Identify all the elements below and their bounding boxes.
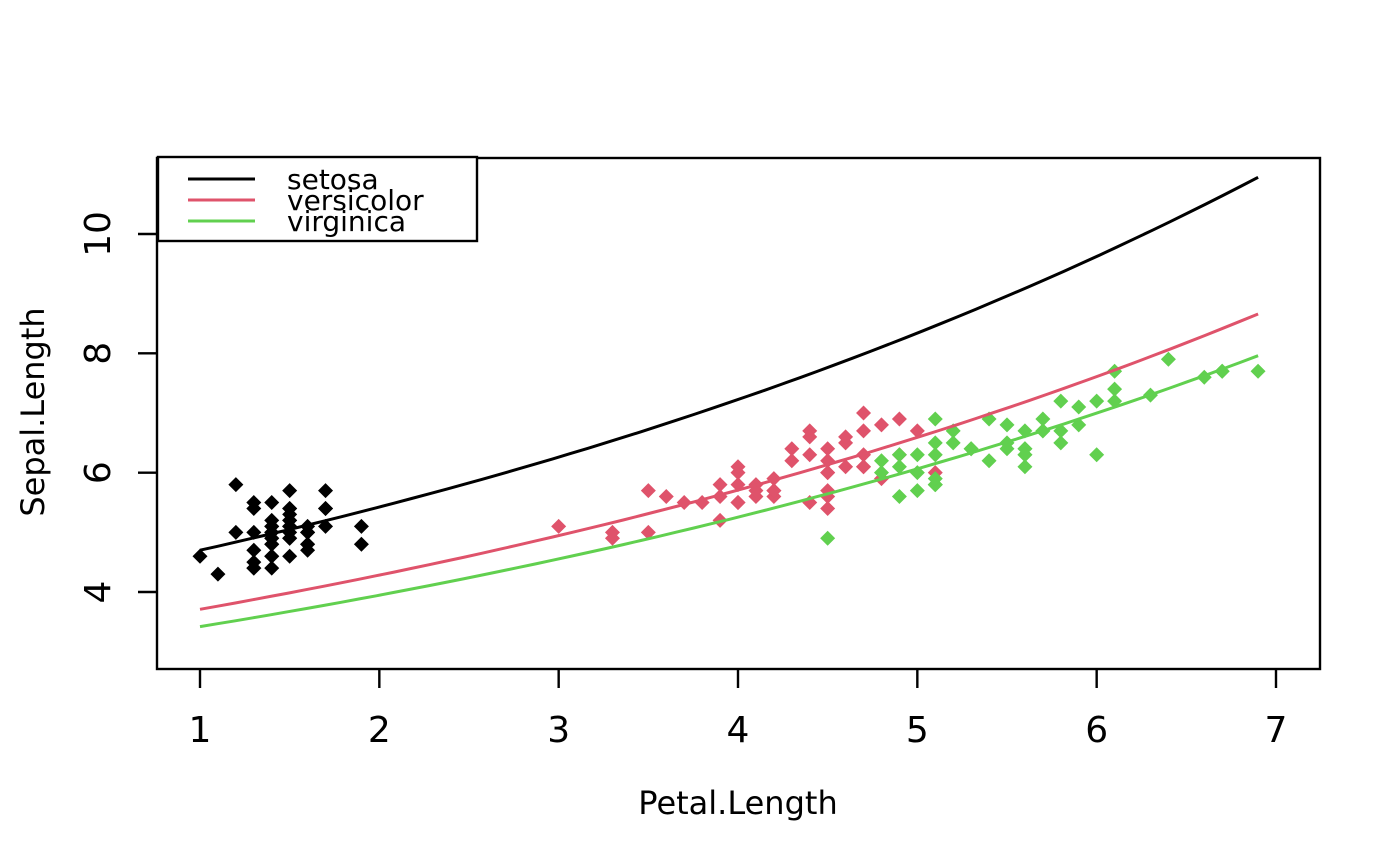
point-versicolor <box>820 441 836 457</box>
point-setosa <box>210 566 226 582</box>
legend-label-virginica: virginica <box>287 205 406 238</box>
point-versicolor <box>784 441 800 457</box>
point-versicolor <box>802 447 818 463</box>
point-virginica <box>1017 459 1033 475</box>
point-virginica <box>891 459 907 475</box>
point-virginica <box>927 435 943 451</box>
point-virginica <box>1089 447 1105 463</box>
x-tick-label: 7 <box>1265 710 1288 751</box>
point-setosa <box>264 494 280 510</box>
point-versicolor <box>873 417 889 433</box>
point-setosa <box>282 483 298 499</box>
point-virginica <box>891 447 907 463</box>
y-tick-label: 4 <box>78 581 119 604</box>
legend-label-versicolor: versicolor <box>287 184 424 217</box>
x-tick-label: 3 <box>547 710 570 751</box>
point-virginica <box>999 417 1015 433</box>
point-versicolor <box>838 459 854 475</box>
fit-curve-virginica <box>199 354 1259 629</box>
point-setosa <box>228 524 244 540</box>
point-virginica <box>945 435 961 451</box>
point-versicolor <box>730 459 746 475</box>
point-virginica <box>981 453 997 469</box>
point-versicolor <box>820 465 836 481</box>
y-tick-label: 8 <box>78 342 119 365</box>
point-setosa <box>246 560 262 576</box>
point-setosa <box>192 548 208 564</box>
point-versicolor <box>712 477 728 493</box>
point-setosa <box>246 542 262 558</box>
point-versicolor <box>551 518 567 534</box>
point-virginica <box>873 465 889 481</box>
y-axis-title: Sepal.Length <box>14 307 52 516</box>
point-versicolor <box>856 459 872 475</box>
point-versicolor <box>891 411 907 427</box>
point-virginica <box>1017 447 1033 463</box>
fit-curve-versicolor <box>199 312 1259 611</box>
point-setosa <box>300 536 316 552</box>
point-setosa <box>264 536 280 552</box>
x-tick-label: 5 <box>906 710 929 751</box>
point-versicolor <box>784 453 800 469</box>
point-versicolor <box>604 524 620 540</box>
point-virginica <box>1107 381 1123 397</box>
point-versicolor <box>838 429 854 445</box>
point-versicolor <box>766 483 782 499</box>
point-setosa <box>264 512 280 528</box>
point-setosa <box>246 494 262 510</box>
x-tick-label: 6 <box>1085 710 1108 751</box>
point-virginica <box>927 471 943 487</box>
point-setosa <box>318 500 334 516</box>
point-setosa <box>264 548 280 564</box>
x-tick-label: 1 <box>189 710 212 751</box>
point-versicolor <box>730 494 746 510</box>
point-virginica <box>873 453 889 469</box>
point-setosa <box>282 548 298 564</box>
point-setosa <box>264 560 280 576</box>
point-setosa <box>353 518 369 534</box>
point-virginica <box>891 489 907 505</box>
point-virginica <box>909 483 925 499</box>
point-virginica <box>927 447 943 463</box>
point-setosa <box>282 506 298 522</box>
point-setosa <box>228 477 244 493</box>
point-versicolor <box>640 483 656 499</box>
point-versicolor <box>802 429 818 445</box>
point-setosa <box>282 530 298 546</box>
fit-curves-layer <box>199 175 1259 629</box>
x-tick-label: 4 <box>727 710 750 751</box>
point-virginica <box>1160 351 1176 367</box>
point-versicolor <box>640 524 656 540</box>
fit-curve-setosa <box>199 175 1259 552</box>
point-virginica <box>1089 393 1105 409</box>
scatter-points-layer <box>192 351 1266 582</box>
point-virginica <box>1071 399 1087 415</box>
point-versicolor <box>856 423 872 439</box>
y-tick-label: 6 <box>78 461 119 484</box>
point-virginica <box>1035 411 1051 427</box>
point-versicolor <box>658 489 674 505</box>
axes-layer: 1 2 3 4 5 6 7 4 6 8 10 <box>78 156 1322 751</box>
legend-label-setosa: setosa <box>287 163 379 196</box>
x-axis-title: Petal.Length <box>638 784 837 822</box>
point-virginica <box>999 441 1015 457</box>
point-virginica <box>1053 435 1069 451</box>
y-tick-label: 10 <box>78 211 119 257</box>
point-virginica <box>1250 363 1266 379</box>
point-versicolor <box>820 500 836 516</box>
point-virginica <box>909 447 925 463</box>
point-setosa <box>353 536 369 552</box>
x-tick-label: 2 <box>368 710 391 751</box>
point-virginica <box>1053 393 1069 409</box>
point-setosa <box>318 483 334 499</box>
point-virginica <box>820 530 836 546</box>
point-versicolor <box>856 405 872 421</box>
point-virginica <box>927 411 943 427</box>
